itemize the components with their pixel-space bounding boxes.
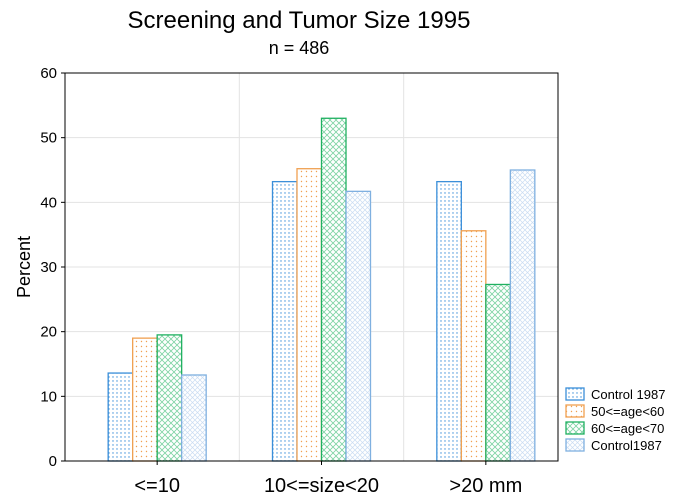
- y-tick-label: 30: [40, 259, 57, 276]
- y-tick-label: 0: [49, 453, 57, 470]
- legend-label: 60<=age<70: [591, 421, 664, 436]
- x-tick-label: <=10: [134, 475, 180, 497]
- x-axis-ticks: <=10 10<=size<20 >20 mm: [134, 461, 522, 497]
- legend-swatch: [565, 421, 585, 435]
- bar-1-0: [271, 180, 298, 462]
- chart-title: Screening and Tumor Size 1995: [128, 7, 471, 34]
- legend-swatch: [565, 438, 585, 452]
- bar-2-2: [485, 283, 511, 462]
- y-axis-label: Percent: [14, 236, 34, 298]
- legend-swatch: [565, 387, 585, 401]
- y-axis-ticks: 0 10 20 30 40 50 60: [40, 65, 65, 470]
- bar-0-3: [181, 374, 207, 462]
- legend-swatch: [565, 404, 585, 418]
- x-tick-label: >20 mm: [449, 475, 522, 497]
- bar-1-1: [296, 168, 323, 462]
- legend: Control 1987 50<=age<60 60<=age<70 Control1…: [565, 387, 665, 453]
- bar-2-3: [509, 169, 536, 462]
- bar-1-3: [345, 190, 372, 462]
- bar-2-1: [460, 230, 487, 462]
- plot-area-frame: [64, 72, 559, 462]
- bar-0-2: [156, 334, 183, 462]
- bars: [107, 117, 536, 462]
- legend-label: Control 1987: [591, 387, 665, 402]
- bar-0-0: [107, 372, 134, 462]
- y-tick-label: 40: [40, 194, 57, 211]
- bar-0-1: [132, 337, 158, 462]
- y-tick-label: 10: [40, 388, 57, 405]
- legend-label: Control1987: [591, 438, 662, 453]
- bar-2-0: [436, 180, 462, 462]
- y-tick-label: 20: [40, 324, 57, 341]
- y-tick-label: 60: [40, 65, 57, 82]
- x-tick-label: 10<=size<20: [264, 475, 379, 497]
- chart-subtitle: n = 486: [269, 38, 330, 58]
- y-tick-label: 50: [40, 130, 57, 147]
- legend-label: 50<=age<60: [591, 404, 664, 419]
- bar-1-2: [320, 117, 347, 462]
